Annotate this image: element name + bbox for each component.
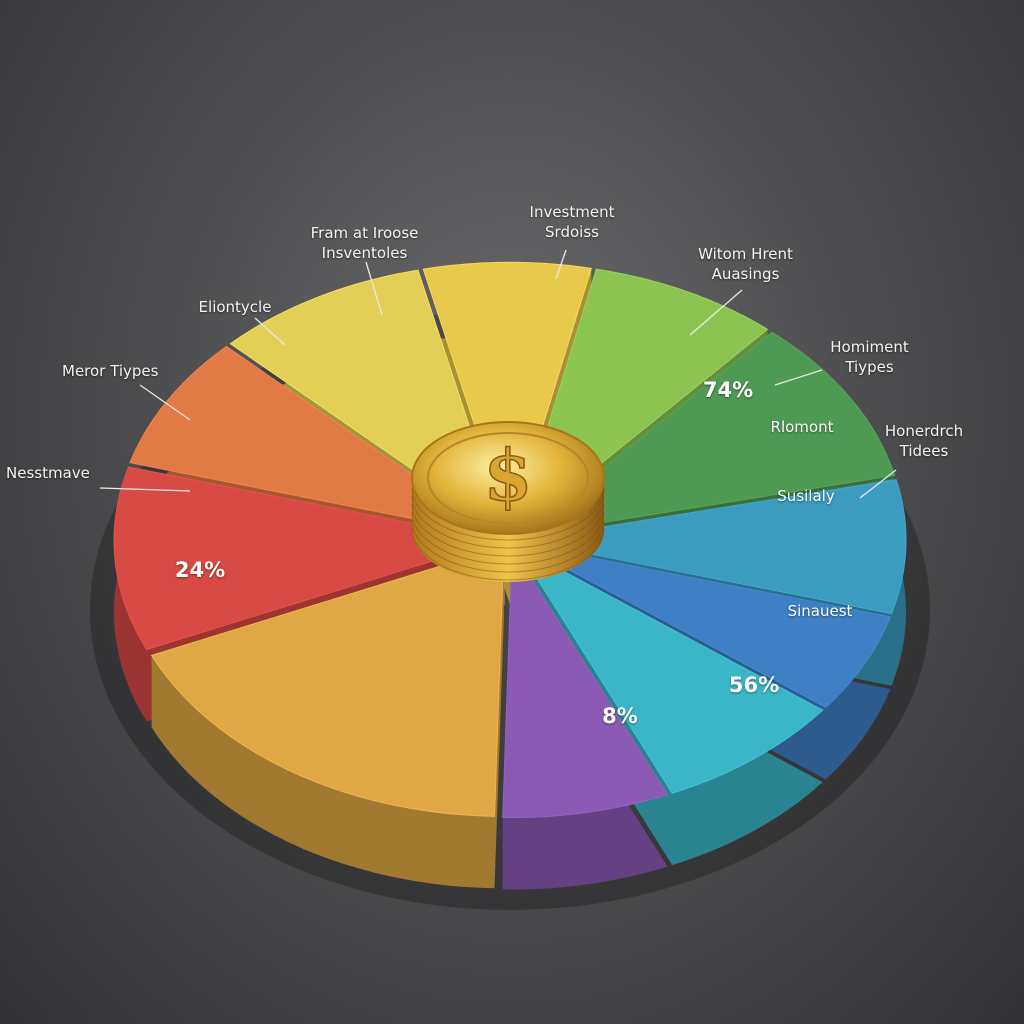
leader-line [859,469,897,499]
coin-ridge [411,503,605,557]
coin-rim [427,432,589,524]
slice-label: Eliontycle [198,298,272,316]
slice-label: Investment Srdoiss [529,203,615,241]
leader-line [365,261,383,316]
leader-line [139,384,191,421]
leader-line [99,487,191,492]
leader-line [689,289,743,336]
slice-label: Fram at Iroose Insventoles [310,224,419,262]
slice-inner-label: 74% [702,378,754,402]
slice [422,261,592,534]
slice-inner-label: 56% [728,673,780,697]
slice [520,478,907,615]
coin-ridge [411,487,605,541]
slice [150,545,505,817]
coin-ridge [411,519,605,573]
slice-inner-label: 8% [602,704,638,728]
leader-line [555,249,567,280]
slice-inner-label: Sinauest [787,602,853,620]
slice-label: Nesstmave [6,464,90,482]
coin-symbol: $ [484,434,533,517]
slice [517,331,896,537]
coin: $ [411,421,605,582]
slice-inner-label: Rlomont [770,418,834,436]
slice [113,466,500,651]
coin-ridge [411,495,605,549]
slice-label: Honerdrch Tidees [884,422,964,460]
slice-label: Witom Hrent Auasings [698,245,793,283]
coin-face [411,421,605,535]
slice [129,345,501,537]
slice-label: Homiment Tiypes [830,338,909,376]
slice-label: Meror Tiypes [62,362,159,380]
slice [519,543,892,709]
slice [515,544,824,794]
leader-line [774,369,823,386]
coin-ridge [411,527,605,581]
slice-inner-label: Susilaly [777,487,835,505]
slice [502,545,669,819]
leader-line [254,317,286,346]
slice-inner-label: 24% [174,558,226,582]
coin-ridge [411,511,605,565]
